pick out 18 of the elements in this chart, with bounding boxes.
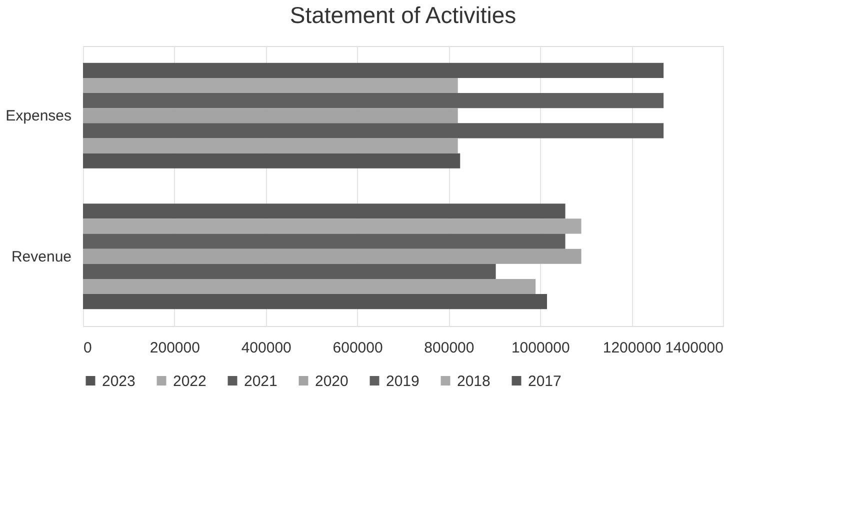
x-tick-label: 1000000 [511, 340, 570, 356]
legend-label: 2021 [244, 372, 278, 390]
legend-label: 2018 [457, 372, 490, 390]
chart-title: Statement of Activities [290, 2, 516, 28]
y-tick-label: Expenses [6, 108, 72, 125]
y-tick-label: Revenue [11, 248, 72, 266]
x-tick-label: 800000 [424, 340, 474, 356]
legend-label: 2017 [528, 372, 562, 390]
x-tick-label: 200000 [150, 340, 200, 356]
x-tick-label: 1200000 [602, 340, 662, 356]
legend-label: 2023 [102, 372, 136, 390]
legend-label: 2020 [315, 372, 348, 390]
legend-label: 2022 [173, 372, 206, 390]
x-tick-label: 0 [84, 340, 92, 356]
legend-label: 2019 [386, 372, 420, 390]
x-tick-label: 600000 [332, 340, 383, 356]
x-tick-label: 1400000 [665, 340, 724, 356]
x-tick-label: 400000 [241, 340, 292, 356]
